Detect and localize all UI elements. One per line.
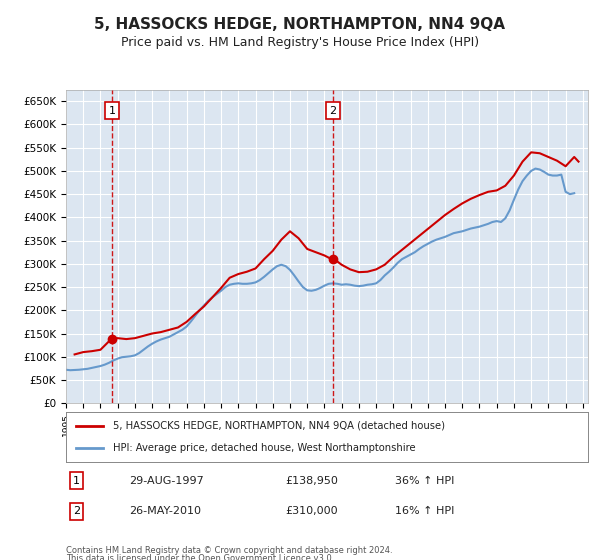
Text: 1: 1 (73, 476, 80, 486)
Text: Price paid vs. HM Land Registry's House Price Index (HPI): Price paid vs. HM Land Registry's House … (121, 36, 479, 49)
Text: 5, HASSOCKS HEDGE, NORTHAMPTON, NN4 9QA: 5, HASSOCKS HEDGE, NORTHAMPTON, NN4 9QA (95, 17, 505, 32)
Text: Contains HM Land Registry data © Crown copyright and database right 2024.: Contains HM Land Registry data © Crown c… (66, 546, 392, 555)
Text: 16% ↑ HPI: 16% ↑ HPI (395, 506, 454, 516)
Text: 29-AUG-1997: 29-AUG-1997 (128, 476, 203, 486)
Text: 36% ↑ HPI: 36% ↑ HPI (395, 476, 454, 486)
Text: This data is licensed under the Open Government Licence v3.0.: This data is licensed under the Open Gov… (66, 554, 334, 560)
Text: 1: 1 (109, 105, 115, 115)
Text: £138,950: £138,950 (285, 476, 338, 486)
Text: 2: 2 (73, 506, 80, 516)
Text: 5, HASSOCKS HEDGE, NORTHAMPTON, NN4 9QA (detached house): 5, HASSOCKS HEDGE, NORTHAMPTON, NN4 9QA … (113, 421, 445, 431)
Text: 2: 2 (329, 105, 337, 115)
Text: £310,000: £310,000 (285, 506, 338, 516)
Text: HPI: Average price, detached house, West Northamptonshire: HPI: Average price, detached house, West… (113, 443, 416, 453)
Text: 26-MAY-2010: 26-MAY-2010 (128, 506, 200, 516)
